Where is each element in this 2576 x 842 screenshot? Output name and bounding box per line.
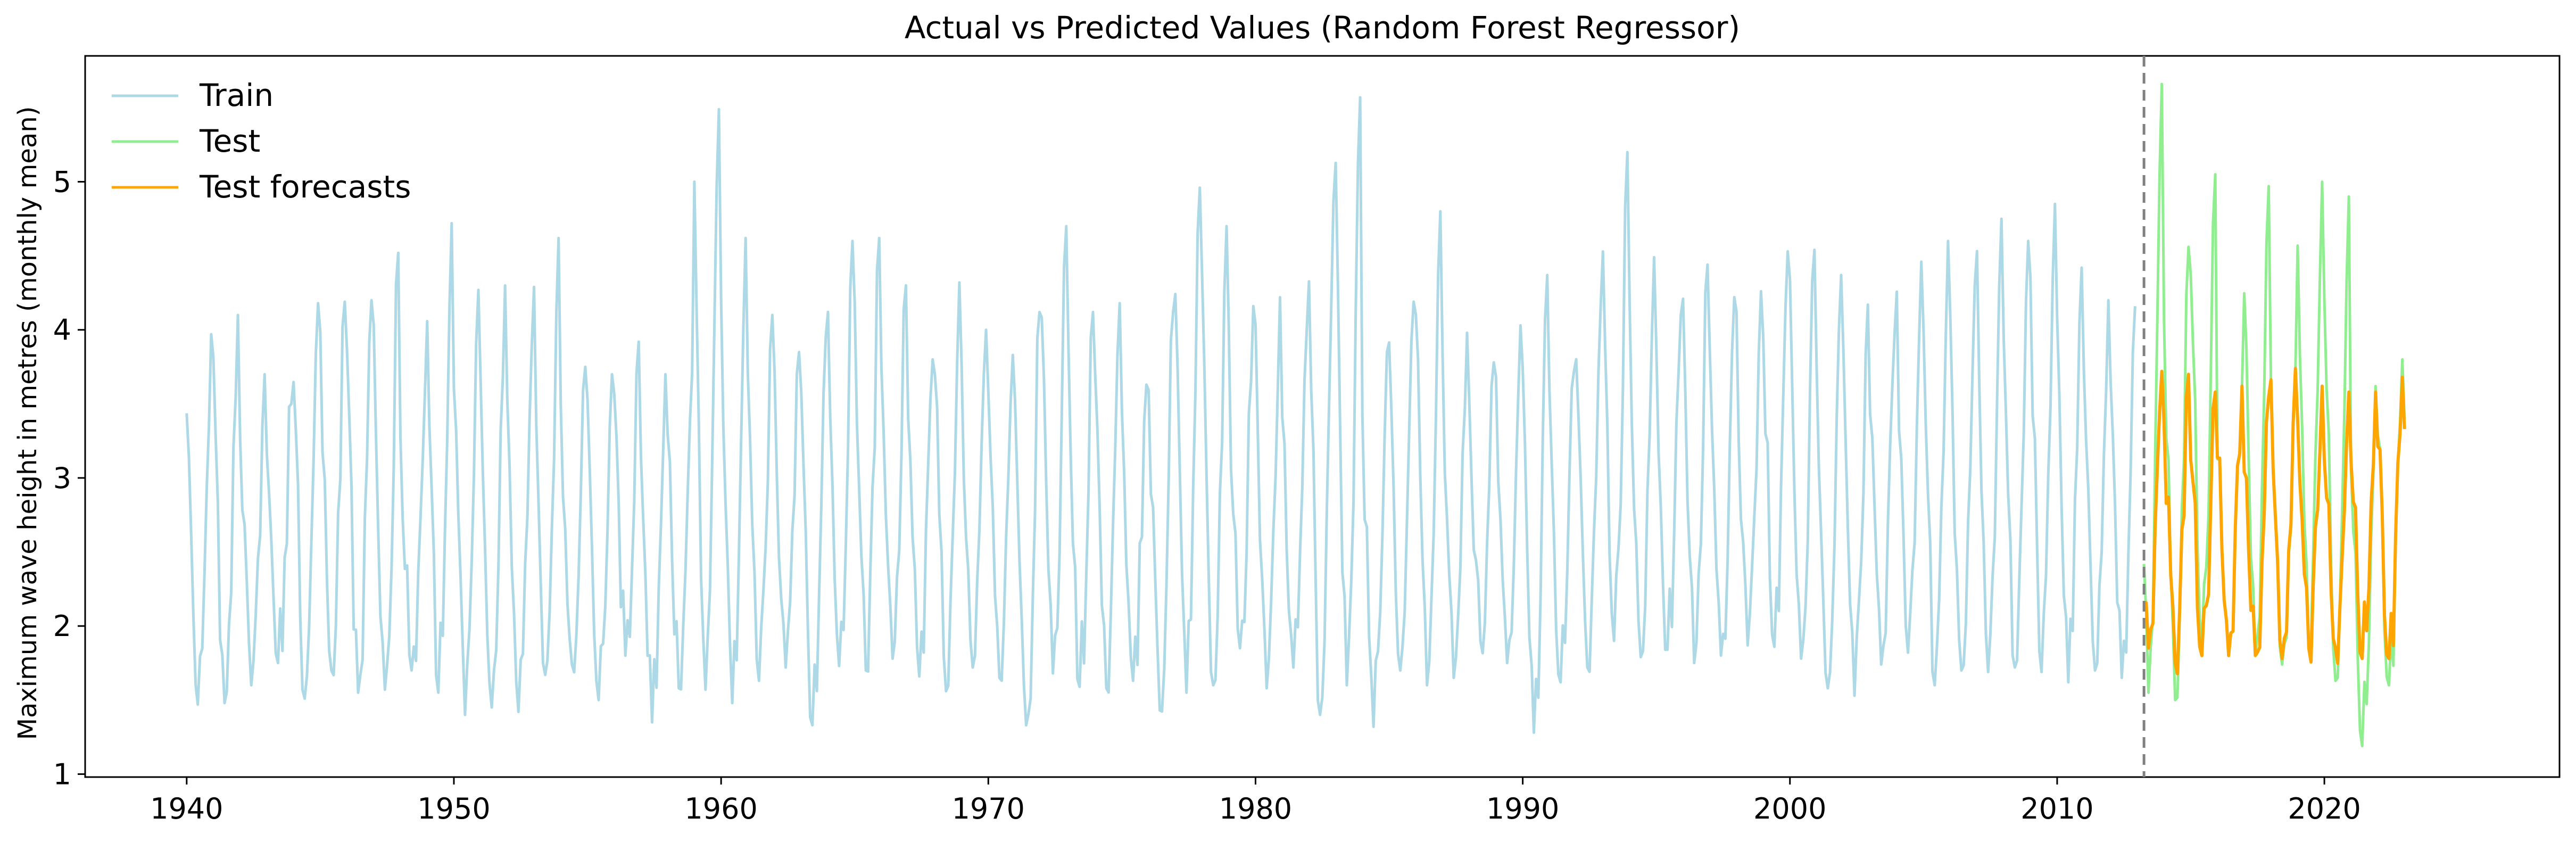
chart-title: Actual vs Predicted Values (Random Fores… [905,10,1740,46]
x-tick-label: 1970 [952,792,1025,826]
y-tick-label: 5 [53,165,71,199]
x-tick-label: 1950 [417,792,490,826]
y-tick-label: 4 [53,313,71,347]
legend: Train Test Test forecasts [112,77,411,205]
series-line-test [2142,82,2406,748]
series-line-test-forecasts [2143,367,2406,675]
plot-area-frame [84,55,2561,778]
series-line-train [185,96,2136,734]
x-tick-label: 1980 [1219,792,1292,826]
y-axis-label: Maximum wave height in metres (monthly m… [13,106,43,740]
legend-label-test: Test [199,123,260,159]
x-tick-label: 2000 [1753,792,1826,826]
axis-ticks: 1940 1950 1960 1970 1980 1990 2000 2010 2020 1 2 3 4… [53,165,2361,826]
legend-label-train: Train [199,77,274,113]
y-tick-label: 2 [53,609,71,643]
x-tick-label: 2010 [2020,792,2093,826]
y-tick-label: 3 [53,461,71,495]
x-tick-label: 1990 [1486,792,1559,826]
x-tick-label: 1960 [684,792,757,826]
y-tick-label: 1 [53,757,71,791]
x-tick-label: 2020 [2288,792,2360,826]
x-tick-label: 1940 [150,792,223,826]
legend-label-test-forecasts: Test forecasts [199,169,411,205]
